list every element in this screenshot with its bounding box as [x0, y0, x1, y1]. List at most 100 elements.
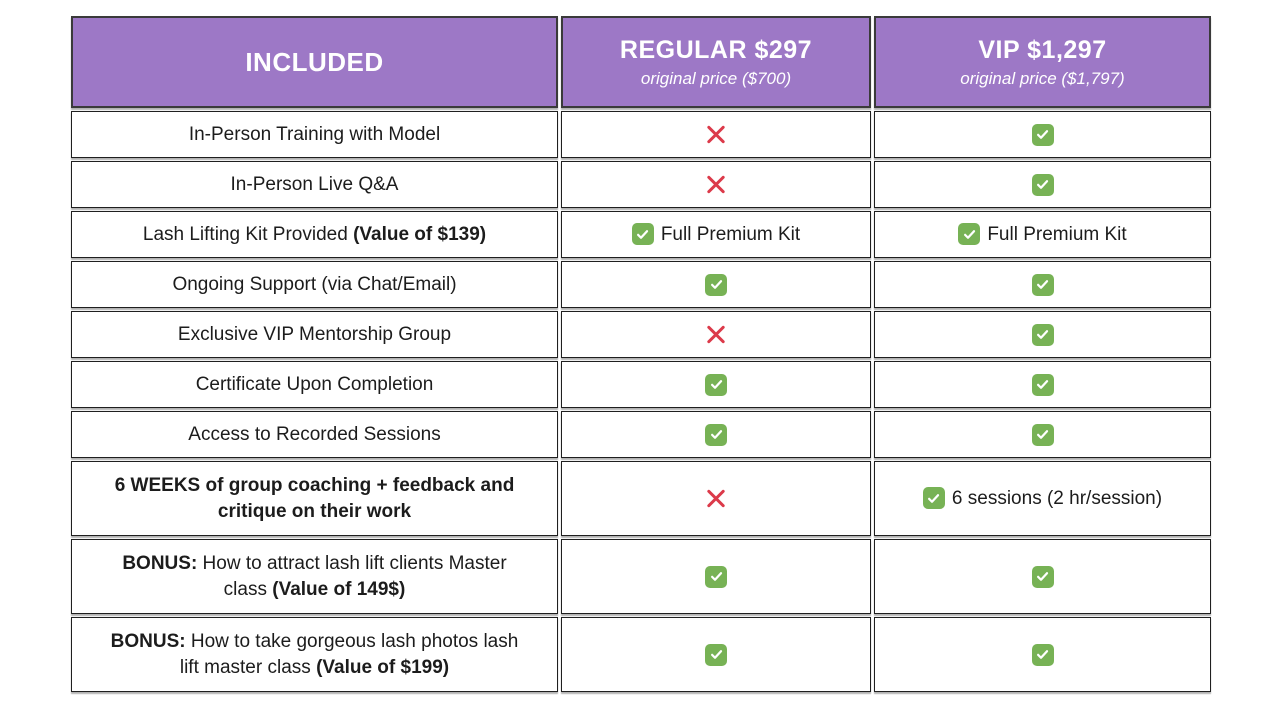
feature-label: BONUS: How to attract lash lift clients … [71, 539, 558, 614]
regular-cell-content [562, 273, 870, 296]
vip-cell-content [875, 123, 1210, 146]
cross-icon [704, 487, 729, 511]
feature-label: In-Person Training with Model [71, 111, 558, 158]
check-icon [1031, 565, 1054, 588]
vip-cell [874, 111, 1211, 158]
feature-label: Certificate Upon Completion [71, 361, 558, 408]
table-row: BONUS: How to attract lash lift clients … [71, 539, 1211, 614]
regular-cell [561, 617, 871, 692]
check-icon [1031, 373, 1054, 396]
check-icon [1031, 173, 1054, 196]
regular-cell-content [562, 123, 870, 147]
vip-cell [874, 539, 1211, 614]
feature-label-segment: Lash Lifting Kit Provided [142, 223, 354, 245]
feature-label-segment: Exclusive VIP Mentorship Group [177, 323, 452, 345]
table-row: 6 WEEKS of group coaching + feedback and… [71, 461, 1211, 536]
regular-cell [561, 261, 871, 308]
feature-label: Access to Recorded Sessions [71, 411, 558, 458]
regular-cell-text: Full Premium Kit [660, 223, 801, 245]
included-header-label: INCLUDED [245, 46, 384, 77]
table-row: BONUS: How to take gorgeous lash photos … [71, 617, 1211, 692]
regular-cell [561, 311, 871, 358]
vip-cell [874, 411, 1211, 458]
cross-icon [704, 323, 729, 347]
vip-cell-content [875, 323, 1210, 346]
vip-cell-content [875, 423, 1210, 446]
feature-label-segment: (Value of 149$) [272, 578, 406, 600]
vip-header-title: VIP $1,297 [978, 35, 1107, 64]
feature-label: Ongoing Support (via Chat/Email) [71, 261, 558, 308]
feature-label-segment: (Value of $139) [353, 223, 487, 245]
check-icon [1031, 423, 1054, 446]
vip-cell-content: Full Premium Kit [875, 222, 1210, 248]
vip-cell: Full Premium Kit [874, 211, 1211, 258]
vip-cell-content [875, 373, 1210, 396]
included-header: INCLUDED [71, 16, 558, 108]
feature-label-segment: Certificate Upon Completion [195, 373, 434, 395]
check-icon [958, 223, 981, 246]
regular-cell [561, 161, 871, 208]
regular-header: REGULAR $297 original price ($700) [561, 16, 871, 108]
feature-label: Exclusive VIP Mentorship Group [71, 311, 558, 358]
cross-icon [704, 123, 729, 147]
vip-cell [874, 617, 1211, 692]
feature-label-segment: In-Person Live Q&A [230, 173, 399, 195]
check-icon [705, 565, 727, 588]
vip-cell: 6 sessions (2 hr/session) [874, 461, 1211, 536]
vip-cell-content [875, 273, 1210, 296]
feature-label: BONUS: How to take gorgeous lash photos … [71, 617, 558, 692]
feature-label-segment: How to take gorgeous lash photos lash li… [179, 630, 519, 678]
regular-cell [561, 361, 871, 408]
table-row: Ongoing Support (via Chat/Email) [71, 261, 1211, 308]
regular-cell [561, 539, 871, 614]
feature-label-segment: Access to Recorded Sessions [188, 423, 441, 445]
check-icon [922, 487, 945, 510]
regular-cell-content: Full Premium Kit [562, 222, 870, 248]
vip-cell-content [875, 173, 1210, 196]
vip-header-subtitle: original price ($1,797) [960, 69, 1125, 89]
cross-icon [704, 173, 729, 197]
check-icon [1031, 643, 1054, 666]
check-icon [631, 223, 654, 246]
feature-label-segment: (Value of $199) [316, 656, 450, 678]
regular-header-title: REGULAR $297 [619, 35, 813, 64]
regular-cell [561, 111, 871, 158]
table-row: Access to Recorded Sessions [71, 411, 1211, 458]
feature-label-segment: 6 WEEKS of group coaching + feedback and… [114, 474, 515, 522]
feature-label: 6 WEEKS of group coaching + feedback and… [71, 461, 558, 536]
feature-label-segment: Ongoing Support (via Chat/Email) [172, 273, 457, 295]
pricing-table: INCLUDED REGULAR $297 original price ($7… [68, 13, 1214, 695]
feature-label: Lash Lifting Kit Provided (Value of $139… [71, 211, 558, 258]
check-icon [705, 273, 727, 296]
regular-cell-content [562, 487, 870, 511]
table-row: In-Person Live Q&A [71, 161, 1211, 208]
regular-cell-content [562, 565, 870, 588]
table-row: In-Person Training with Model [71, 111, 1211, 158]
vip-cell [874, 311, 1211, 358]
regular-cell [561, 461, 871, 536]
vip-cell [874, 261, 1211, 308]
check-icon [705, 423, 727, 446]
regular-cell-content [562, 373, 870, 396]
vip-cell-content [875, 565, 1210, 588]
regular-header-subtitle: original price ($700) [640, 69, 792, 89]
regular-cell [561, 411, 871, 458]
check-icon [1031, 323, 1054, 346]
feature-label-segment: In-Person Training with Model [188, 123, 441, 145]
table-row: Certificate Upon Completion [71, 361, 1211, 408]
vip-header: VIP $1,297 original price ($1,797) [874, 16, 1211, 108]
regular-cell-content [562, 643, 870, 666]
vip-cell-content: 6 sessions (2 hr/session) [875, 486, 1210, 512]
pricing-comparison-page: INCLUDED REGULAR $297 original price ($7… [68, 13, 1214, 695]
regular-cell-content [562, 323, 870, 347]
check-icon [705, 373, 727, 396]
check-icon [705, 643, 727, 666]
regular-cell: Full Premium Kit [561, 211, 871, 258]
regular-cell-content [562, 173, 870, 197]
header-row: INCLUDED REGULAR $297 original price ($7… [71, 16, 1211, 108]
table-row: Lash Lifting Kit Provided (Value of $139… [71, 211, 1211, 258]
feature-label-segment: BONUS: [110, 630, 186, 652]
feature-label-segment: How to attract lash lift clients Master … [197, 552, 507, 600]
vip-cell-content [875, 643, 1210, 666]
feature-label-segment: BONUS: [122, 552, 198, 574]
